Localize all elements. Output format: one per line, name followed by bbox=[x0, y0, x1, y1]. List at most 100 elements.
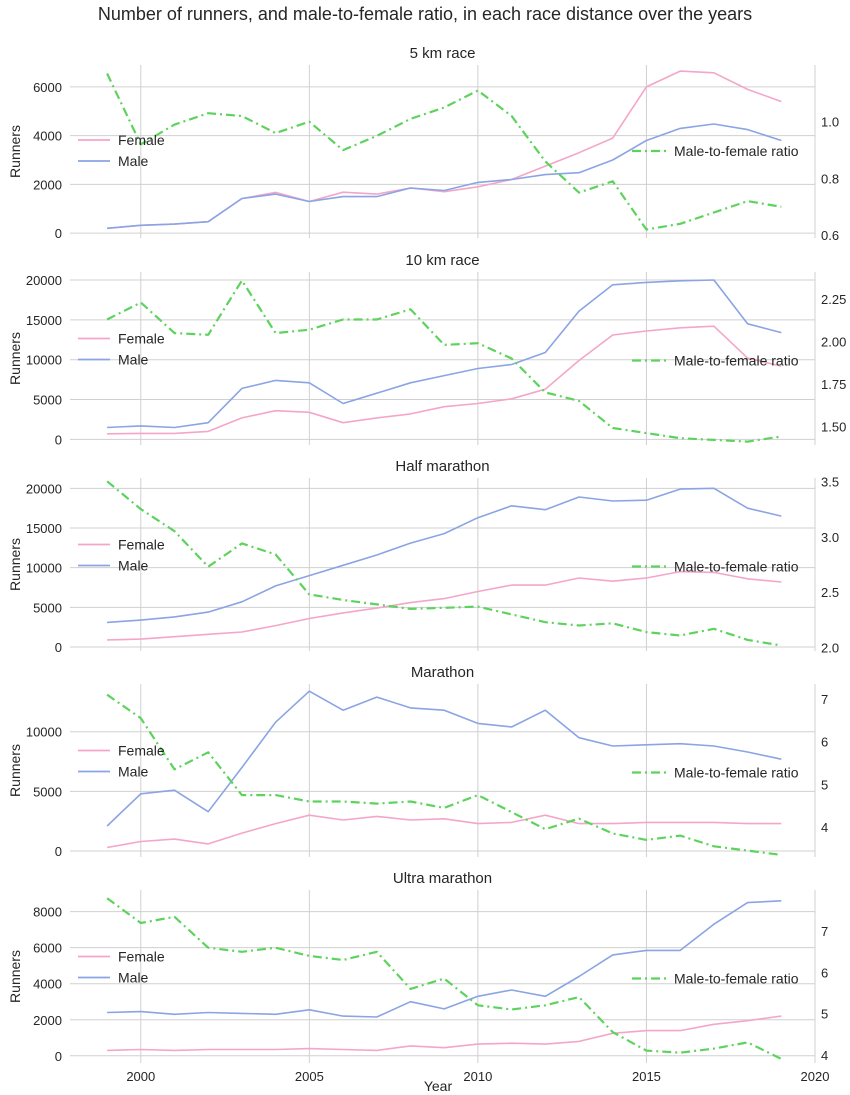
legend-label: Male-to-female ratio bbox=[674, 143, 799, 159]
y-tick-label: 6000 bbox=[33, 941, 62, 956]
series-line-male bbox=[106, 690, 782, 827]
series-points bbox=[106, 325, 782, 434]
legend-entry-female: Female bbox=[78, 537, 165, 553]
y-tick-label: 15000 bbox=[26, 313, 62, 328]
chart-title: 10 km race bbox=[405, 252, 479, 269]
y-tick-label: 5000 bbox=[33, 600, 62, 615]
y-tick-label: 20000 bbox=[26, 273, 62, 288]
y-tick-label: 5000 bbox=[33, 393, 62, 408]
legend-label: Male bbox=[118, 970, 149, 986]
y-tick-label: 15000 bbox=[26, 521, 62, 536]
y2-tick-label: 2.5 bbox=[821, 585, 839, 600]
y2-tick-label: 1.50 bbox=[821, 419, 846, 434]
y2-tick-label: 5 bbox=[821, 1007, 828, 1022]
legend-label: Male bbox=[118, 558, 149, 574]
legend-entry-ratio: Male-to-female ratio bbox=[632, 353, 799, 369]
series-points bbox=[106, 571, 782, 641]
series-line-male bbox=[107, 900, 782, 1018]
y-tick-label: 2000 bbox=[33, 177, 62, 192]
legend-entry-male: Male bbox=[78, 970, 149, 986]
chart-panel-3: Half marathon 0 5000 10000 15000 20000 2.0 2.5 3… bbox=[7, 458, 839, 656]
series-line-female bbox=[107, 1015, 782, 1052]
x-axis-label: Year bbox=[424, 1078, 453, 1094]
series-line-male bbox=[107, 487, 782, 624]
legend-entry-ratio: Male-to-female ratio bbox=[632, 143, 799, 159]
y2-tick-label: 7 bbox=[821, 692, 828, 707]
series-line-female bbox=[107, 325, 782, 435]
legend-label: Male-to-female ratio bbox=[674, 765, 799, 781]
y-tick-label: 10000 bbox=[26, 725, 62, 740]
legend-label: Female bbox=[118, 331, 165, 347]
y-tick-label: 5000 bbox=[33, 784, 62, 799]
series-line-male bbox=[107, 279, 782, 429]
y2-tick-label: 0.8 bbox=[821, 171, 839, 186]
series-line-male-to-female-ratio bbox=[106, 480, 782, 647]
y-tick-label: 4000 bbox=[33, 977, 62, 992]
y-axis-label: Runners bbox=[7, 125, 23, 178]
y-axis-label: Runners bbox=[7, 538, 23, 591]
chart-panel-4: Marathon 0 5000 10000 4 5 6 7 Runners Female Male M… bbox=[7, 664, 828, 859]
y2-tick-label: 6 bbox=[821, 965, 828, 980]
y-tick-label: 0 bbox=[55, 1049, 62, 1064]
legend-label: Male-to-female ratio bbox=[674, 559, 799, 575]
series-points bbox=[106, 1015, 782, 1051]
y2-tick-label: 0.6 bbox=[821, 228, 839, 243]
y2-tick-label: 4 bbox=[821, 1048, 828, 1063]
legend-entry-ratio: Male-to-female ratio bbox=[632, 559, 799, 575]
legend-label: Female bbox=[118, 132, 165, 148]
legend-entry-female: Female bbox=[78, 743, 165, 759]
y-tick-label: 10000 bbox=[26, 353, 62, 368]
legend-label: Female bbox=[118, 537, 165, 553]
y2-tick-label: 3.0 bbox=[821, 530, 839, 545]
legend-entry-male: Male bbox=[78, 153, 149, 169]
legend-label: Male bbox=[118, 764, 149, 780]
y-tick-label: 8000 bbox=[33, 905, 62, 920]
chart-panel-2: 10 km race 0 5000 10000 15000 20000 1.50 1.75 2.… bbox=[7, 252, 846, 447]
series-line-male-to-female-ratio bbox=[106, 279, 782, 443]
chart-title: Half marathon bbox=[395, 458, 489, 475]
legend-label: Female bbox=[118, 949, 165, 965]
y-tick-label: 4000 bbox=[33, 129, 62, 144]
chart-title: 5 km race bbox=[410, 45, 476, 62]
y-tick-label: 0 bbox=[55, 640, 62, 655]
series-points bbox=[106, 900, 782, 1018]
y2-tick-label: 5 bbox=[821, 777, 828, 792]
chart-panel-1: 5 km race 0 2000 4000 6000 0.6 0.8 1.0 Runners Fe… bbox=[7, 45, 839, 243]
legend-entry-ratio: Male-to-female ratio bbox=[632, 971, 799, 987]
series-points bbox=[106, 690, 782, 826]
y-tick-label: 0 bbox=[55, 226, 62, 241]
y2-tick-label: 2.0 bbox=[821, 641, 839, 656]
series-line-male-to-female-ratio bbox=[106, 897, 782, 1060]
legend-entry-male: Male bbox=[78, 352, 149, 368]
y-tick-label: 0 bbox=[55, 844, 62, 859]
y2-tick-label: 6 bbox=[821, 735, 828, 750]
x-tick-label: 2015 bbox=[632, 1069, 661, 1084]
y2-tick-label: 7 bbox=[821, 924, 828, 939]
series-line-male-to-female-ratio bbox=[106, 693, 782, 856]
series-line-male bbox=[107, 123, 782, 230]
y-tick-label: 10000 bbox=[26, 561, 62, 576]
y-tick-label: 2000 bbox=[33, 1013, 62, 1028]
legend-entry-male: Male bbox=[78, 764, 149, 780]
x-tick-label: 2005 bbox=[295, 1069, 324, 1084]
y-axis-label: Runners bbox=[7, 950, 23, 1003]
series-line-female bbox=[107, 570, 782, 641]
series-line-female bbox=[106, 814, 782, 849]
legend-label: Male-to-female ratio bbox=[674, 971, 799, 987]
series-points bbox=[106, 123, 782, 229]
y-tick-label: 20000 bbox=[26, 481, 62, 496]
y-axis-label: Runners bbox=[7, 332, 23, 385]
legend-entry-female: Female bbox=[78, 132, 165, 148]
y2-tick-label: 1.75 bbox=[821, 377, 846, 392]
legend-label: Male bbox=[118, 153, 149, 169]
y2-tick-label: 1.0 bbox=[821, 115, 839, 130]
y-tick-label: 6000 bbox=[33, 80, 62, 95]
series-points bbox=[106, 488, 782, 624]
x-tick-label: 2000 bbox=[126, 1069, 155, 1084]
x-tick-label: 2010 bbox=[463, 1069, 492, 1084]
chart-panel-5: Ultra marathon 0 2000 4000 6000 8000 4 5 6 7 2000 2… bbox=[7, 870, 829, 1084]
chart-title: Marathon bbox=[411, 664, 474, 681]
y2-tick-label: 4 bbox=[821, 820, 828, 835]
y2-tick-label: 2.00 bbox=[821, 335, 846, 350]
